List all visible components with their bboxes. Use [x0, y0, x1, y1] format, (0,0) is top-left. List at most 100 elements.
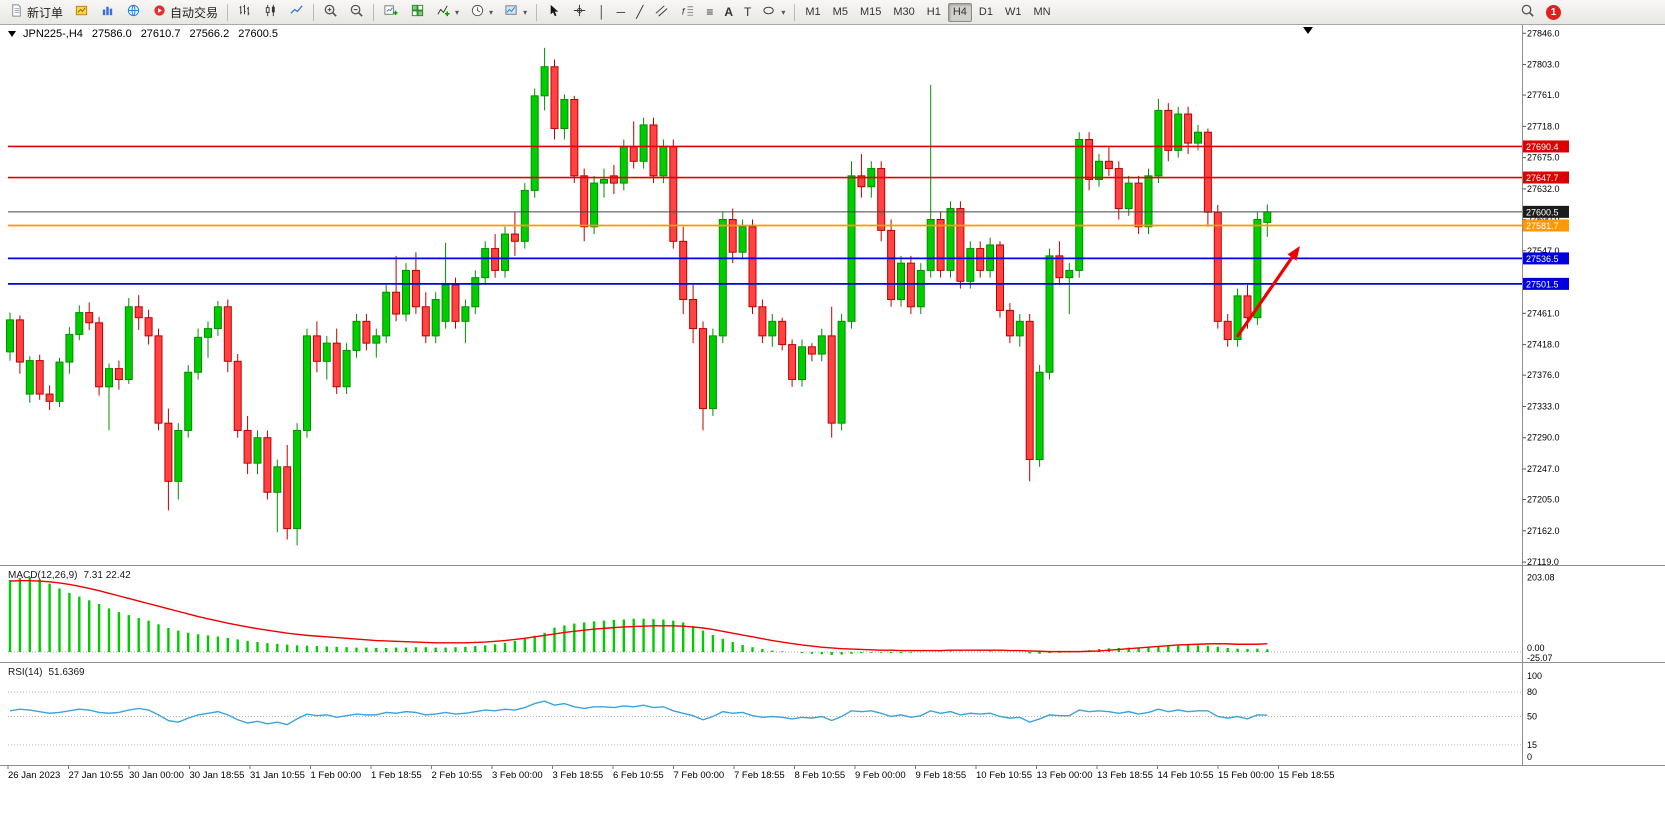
- chart-symbol-label: JPN225-,H4: [23, 28, 83, 40]
- line-chart-button[interactable]: [284, 2, 309, 23]
- timeframe-m1-button[interactable]: M1: [800, 3, 825, 22]
- crosshair-tool-button[interactable]: [567, 2, 592, 23]
- svg-text:27690.4: 27690.4: [1526, 142, 1559, 152]
- cursor-tool-button[interactable]: [541, 2, 566, 23]
- crosshair-icon: [572, 3, 587, 21]
- svg-text:27647.7: 27647.7: [1526, 173, 1559, 183]
- auto-trading-icon: [152, 3, 167, 21]
- metaeditor-button[interactable]: [69, 2, 94, 23]
- text-label-tool-button[interactable]: T: [739, 2, 756, 23]
- shapes-icon: [762, 3, 777, 21]
- svg-text:27 Jan 10:55: 27 Jan 10:55: [69, 770, 124, 781]
- toolbar-separator: [313, 3, 315, 21]
- svg-text:27547.0: 27547.0: [1527, 246, 1560, 256]
- svg-text:7 Feb 18:55: 7 Feb 18:55: [734, 770, 785, 781]
- svg-text:30 Jan 00:00: 30 Jan 00:00: [129, 770, 184, 781]
- price-badge: [1523, 219, 1569, 232]
- timeframe-m30-button[interactable]: M30: [888, 3, 919, 22]
- price-levels[interactable]: 27690.4 27647.7 27600.5 27581.7 27536.5 27501…: [8, 140, 1569, 290]
- chart-menu-icon[interactable]: [8, 31, 16, 37]
- svg-text:1 Feb 18:55: 1 Feb 18:55: [371, 770, 422, 781]
- notification-badge[interactable]: 1: [1546, 4, 1561, 20]
- svg-text:27119.0: 27119.0: [1527, 557, 1559, 567]
- svg-text:f: f: [682, 6, 686, 16]
- auto-trading-button[interactable]: 自动交易: [147, 2, 223, 23]
- cycle-lines-tool-button[interactable]: ≡: [701, 2, 718, 23]
- chart-canvas[interactable]: 27846.0 27803.0 27761.0 27718.0 27675.0 27632…: [0, 25, 1665, 836]
- svg-text:27247.0: 27247.0: [1527, 464, 1560, 474]
- horizontal-line-tool-button[interactable]: ─: [612, 2, 631, 23]
- bar-chart-button[interactable]: [232, 2, 257, 23]
- text-tool-button[interactable]: A: [719, 2, 738, 23]
- timeframe-h4-button[interactable]: H4: [947, 2, 972, 22]
- timeframe-w1-button[interactable]: W1: [1000, 3, 1027, 22]
- svg-text:27581.7: 27581.7: [1526, 221, 1559, 231]
- text-label-icon: T: [744, 5, 752, 19]
- indicators-add-icon: [436, 3, 451, 21]
- timeframe-m15-button[interactable]: M15: [855, 3, 886, 22]
- svg-text:26 Jan 2023: 26 Jan 2023: [8, 770, 60, 781]
- chart-area[interactable]: 27846.0 27803.0 27761.0 27718.0 27675.0 27632…: [0, 25, 1665, 836]
- search-button[interactable]: [1515, 2, 1540, 23]
- tile-windows-button[interactable]: [405, 2, 430, 23]
- svg-text:0: 0: [1527, 752, 1532, 762]
- shapes-tool-button[interactable]: ▾: [757, 2, 790, 23]
- svg-text:27333.0: 27333.0: [1527, 401, 1560, 411]
- svg-text:15 Feb 00:00: 15 Feb 00:00: [1218, 770, 1274, 781]
- toolbar-separator: [536, 3, 538, 21]
- chart-shift-marker[interactable]: [1303, 27, 1313, 34]
- periods-button[interactable]: ▾: [465, 2, 498, 23]
- svg-text:7 Feb 00:00: 7 Feb 00:00: [674, 770, 725, 781]
- new-chart-button[interactable]: [378, 2, 404, 23]
- dropdown-caret-icon: ▾: [489, 7, 494, 17]
- new-order-icon: [9, 3, 24, 21]
- metaeditor-icon: [74, 3, 89, 21]
- svg-text:10 Feb 10:55: 10 Feb 10:55: [976, 770, 1032, 781]
- new-order-button[interactable]: 新订单: [4, 2, 68, 23]
- time-axis[interactable]: 26 Jan 2023 27 Jan 10:55 30 Jan 00:00 30 Ja…: [7, 766, 1335, 781]
- tile-windows-icon: [410, 3, 425, 21]
- trendline-tool-button[interactable]: ╱: [631, 2, 648, 23]
- price-badge: [1523, 140, 1569, 153]
- fibonacci-tool-button[interactable]: f: [675, 2, 700, 23]
- navigator-button[interactable]: [121, 2, 146, 23]
- svg-text:203.08: 203.08: [1527, 573, 1555, 583]
- candlestick-chart-button[interactable]: [258, 2, 283, 23]
- svg-text:2 Feb 10:55: 2 Feb 10:55: [432, 770, 483, 781]
- timeframe-h1-button[interactable]: H1: [922, 3, 946, 22]
- templates-button[interactable]: ▾: [499, 2, 532, 23]
- zoom-in-button[interactable]: [318, 2, 343, 23]
- price-axis[interactable]: 27846.0 27803.0 27761.0 27718.0 27675.0 27632…: [1522, 28, 1560, 567]
- svg-text:27675.0: 27675.0: [1527, 153, 1560, 163]
- price-badge: [1523, 277, 1569, 290]
- timeframe-m5-button[interactable]: M5: [828, 3, 853, 22]
- text-tool-icon: A: [724, 5, 734, 19]
- market-watch-button[interactable]: [95, 2, 120, 23]
- new-order-label: 新订单: [27, 5, 64, 20]
- channel-tool-button[interactable]: [649, 2, 674, 23]
- indicators-button[interactable]: ▾: [431, 2, 464, 23]
- zoom-out-button[interactable]: [344, 2, 369, 23]
- toolbar-separator: [794, 3, 796, 21]
- timeframe-mn-button[interactable]: MN: [1028, 3, 1055, 22]
- trendline-icon: ╱: [636, 5, 644, 19]
- price-badge: [1523, 252, 1569, 265]
- macd-panel: 203.08 0.00-25.07: [8, 573, 1555, 663]
- panel-borders: [0, 25, 1665, 766]
- svg-text:15 Feb 18:55: 15 Feb 18:55: [1279, 770, 1335, 781]
- candlestick-chart-icon: [263, 3, 278, 21]
- price-badge: [1523, 205, 1569, 218]
- timeframe-d1-button[interactable]: D1: [974, 3, 998, 22]
- trend-arrow-annotation[interactable]: [1235, 246, 1300, 338]
- bar-chart-icon: [237, 3, 252, 21]
- svg-text:14 Feb 10:55: 14 Feb 10:55: [1158, 770, 1214, 781]
- svg-text:9 Feb 18:55: 9 Feb 18:55: [916, 770, 967, 781]
- svg-text:100: 100: [1527, 671, 1542, 681]
- svg-text:27600.5: 27600.5: [1526, 207, 1559, 217]
- svg-text:27803.0: 27803.0: [1527, 60, 1560, 70]
- vertical-line-tool-button[interactable]: │: [593, 2, 611, 23]
- svg-text:27536.5: 27536.5: [1526, 254, 1559, 264]
- svg-text:27761.0: 27761.0: [1527, 90, 1560, 100]
- market-watch-icon: [100, 3, 115, 21]
- search-icon: [1520, 3, 1535, 21]
